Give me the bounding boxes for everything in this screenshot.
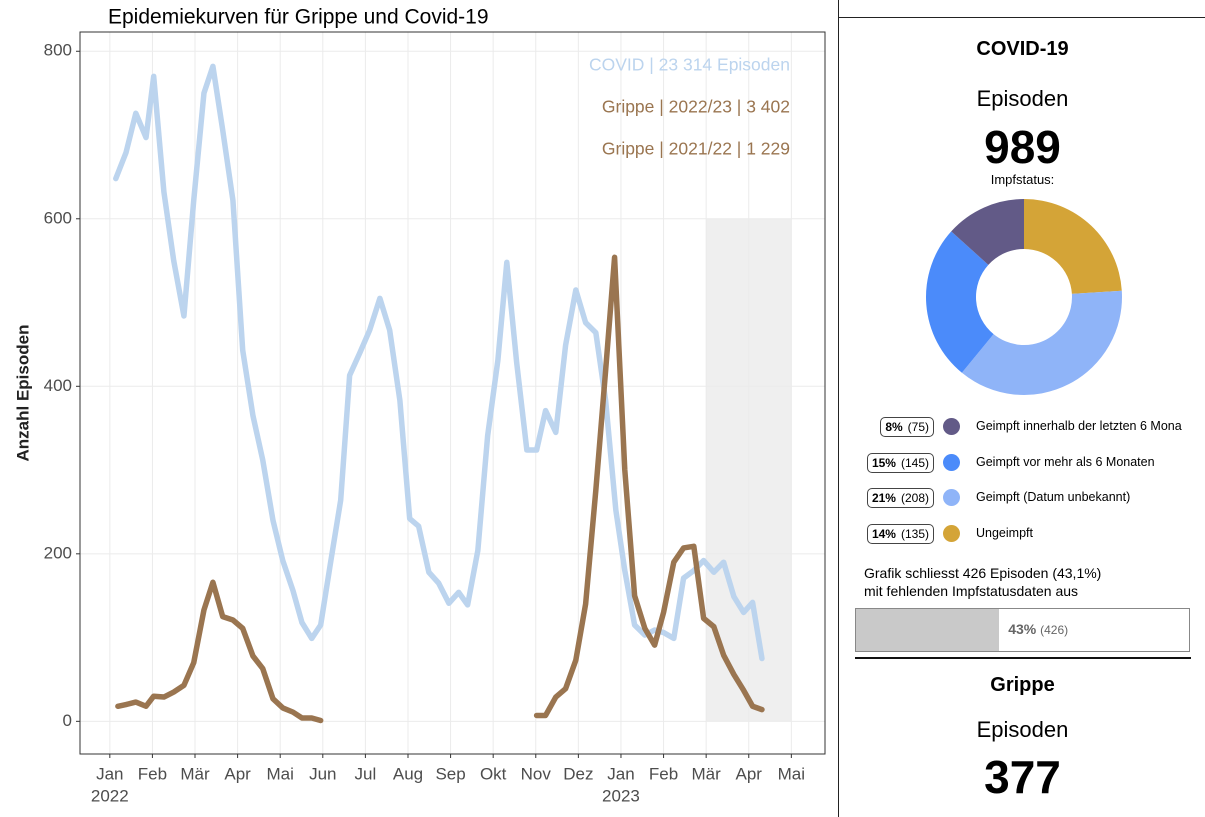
x-tick-label: Sep [435, 764, 465, 783]
legend-label: Geimpft vor mehr als 6 Monaten [976, 454, 1155, 469]
episodes-count: 989 [984, 121, 1061, 173]
x-tick-label: Aug [393, 764, 423, 783]
legend-pct: 15% [871, 455, 896, 470]
legend-pct: 21% [871, 491, 896, 505]
legend-pill: 15% (145) [866, 452, 934, 473]
legend-count: (208) [900, 491, 929, 505]
legend-label: Ungeimpft [976, 525, 1033, 540]
plot-frame [79, 31, 826, 755]
legend-dot [943, 489, 960, 506]
legend-pct: 14% [871, 526, 896, 541]
legend-entry: Grippe | 2022/23 | 3 402 [602, 97, 790, 117]
legend-pct: 8% [885, 420, 903, 434]
legend-dot [943, 524, 960, 542]
side-panel: COVID-19 Episoden 989 Impfstatus: 8% (75)… [838, 0, 1205, 817]
y-tick-label: 400 [44, 376, 72, 395]
series-line [115, 579, 324, 724]
legend-count: (75) [907, 420, 929, 434]
legend-entry: COVID | 23 314 Episoden [589, 55, 790, 75]
x-tick-label: Jun [309, 764, 336, 783]
donut-slice [1024, 199, 1122, 294]
x-tick-label: Mär [180, 764, 210, 783]
x-tick-label: Mär [692, 764, 722, 783]
legend-entry: Grippe | 2021/22 | 1 229 [602, 139, 790, 159]
x-year-label: 2023 [602, 786, 640, 805]
legend-pill: 21% (208) [866, 488, 934, 508]
flu-episodes-count: 377 [984, 751, 1061, 803]
missing-label: 43% (426) [1008, 621, 1068, 637]
episodes-label: Episoden [976, 86, 1069, 111]
note-line: mit fehlenden Impfstatusdaten aus [864, 583, 1079, 599]
divider [855, 657, 1191, 659]
legend-count: (135) [900, 526, 929, 541]
y-tick-label: 600 [44, 208, 72, 227]
missing-bar [856, 609, 1000, 651]
series-line [533, 254, 765, 719]
note-line: Grafik schliesst 426 Episoden (43,1%) [864, 565, 1102, 581]
x-tick-label: Mai [266, 764, 293, 783]
legend-label: Geimpft innerhalb der letzten 6 Mona [976, 419, 1182, 433]
x-tick-label: Feb [649, 764, 678, 783]
legend-dot [943, 418, 960, 435]
x-tick-label: Jan [96, 764, 123, 783]
y-tick-label: 0 [63, 711, 72, 730]
donut-slice [926, 231, 994, 373]
x-tick-label: Apr [224, 764, 251, 783]
legend-pill: 14% (135) [866, 523, 934, 544]
note: Grafik schliesst 426 Episoden (43,1%) mi… [864, 564, 1101, 600]
y-tick-label: 200 [44, 543, 72, 562]
legend-count: (145) [900, 455, 929, 470]
x-tick-label: Jul [355, 764, 377, 783]
missing-count: (426) [1040, 623, 1069, 637]
donut-chart [926, 199, 1122, 395]
divider [839, 17, 1205, 18]
legend-dot [943, 453, 960, 471]
chart-title: Epidemiekurven für Grippe und Covid-19 [108, 6, 489, 29]
x-year-label: 2022 [91, 786, 129, 805]
x-tick-label: Nov [521, 764, 552, 783]
donut-slice [951, 199, 1024, 265]
covid-title: COVID-19 [976, 38, 1069, 60]
missing-bar-frame: 43% (426) [855, 608, 1190, 652]
x-tick-label: Mai [778, 764, 805, 783]
flu-episodes-label: Episoden [976, 717, 1069, 742]
flu-title: Grippe [990, 674, 1055, 696]
vaccine-label: Impfstatus: [990, 172, 1055, 187]
legend-label: Geimpft (Datum unbekannt) [976, 490, 1131, 504]
y-axis-label: Anzahl Episoden [13, 325, 32, 462]
y-tick-label: 800 [44, 41, 72, 60]
series-line [113, 63, 765, 662]
legend-pill: 8% (75) [880, 417, 934, 437]
x-tick-label: Okt [480, 764, 507, 783]
x-tick-label: Jan [607, 764, 634, 783]
missing-pct: 43% [1008, 621, 1037, 637]
x-tick-label: Apr [736, 764, 763, 783]
donut-slice [961, 290, 1122, 395]
x-tick-label: Feb [138, 764, 167, 783]
x-tick-label: Dez [563, 764, 593, 783]
chart: Epidemiekurven für Grippe und Covid-19 A… [13, 6, 826, 805]
